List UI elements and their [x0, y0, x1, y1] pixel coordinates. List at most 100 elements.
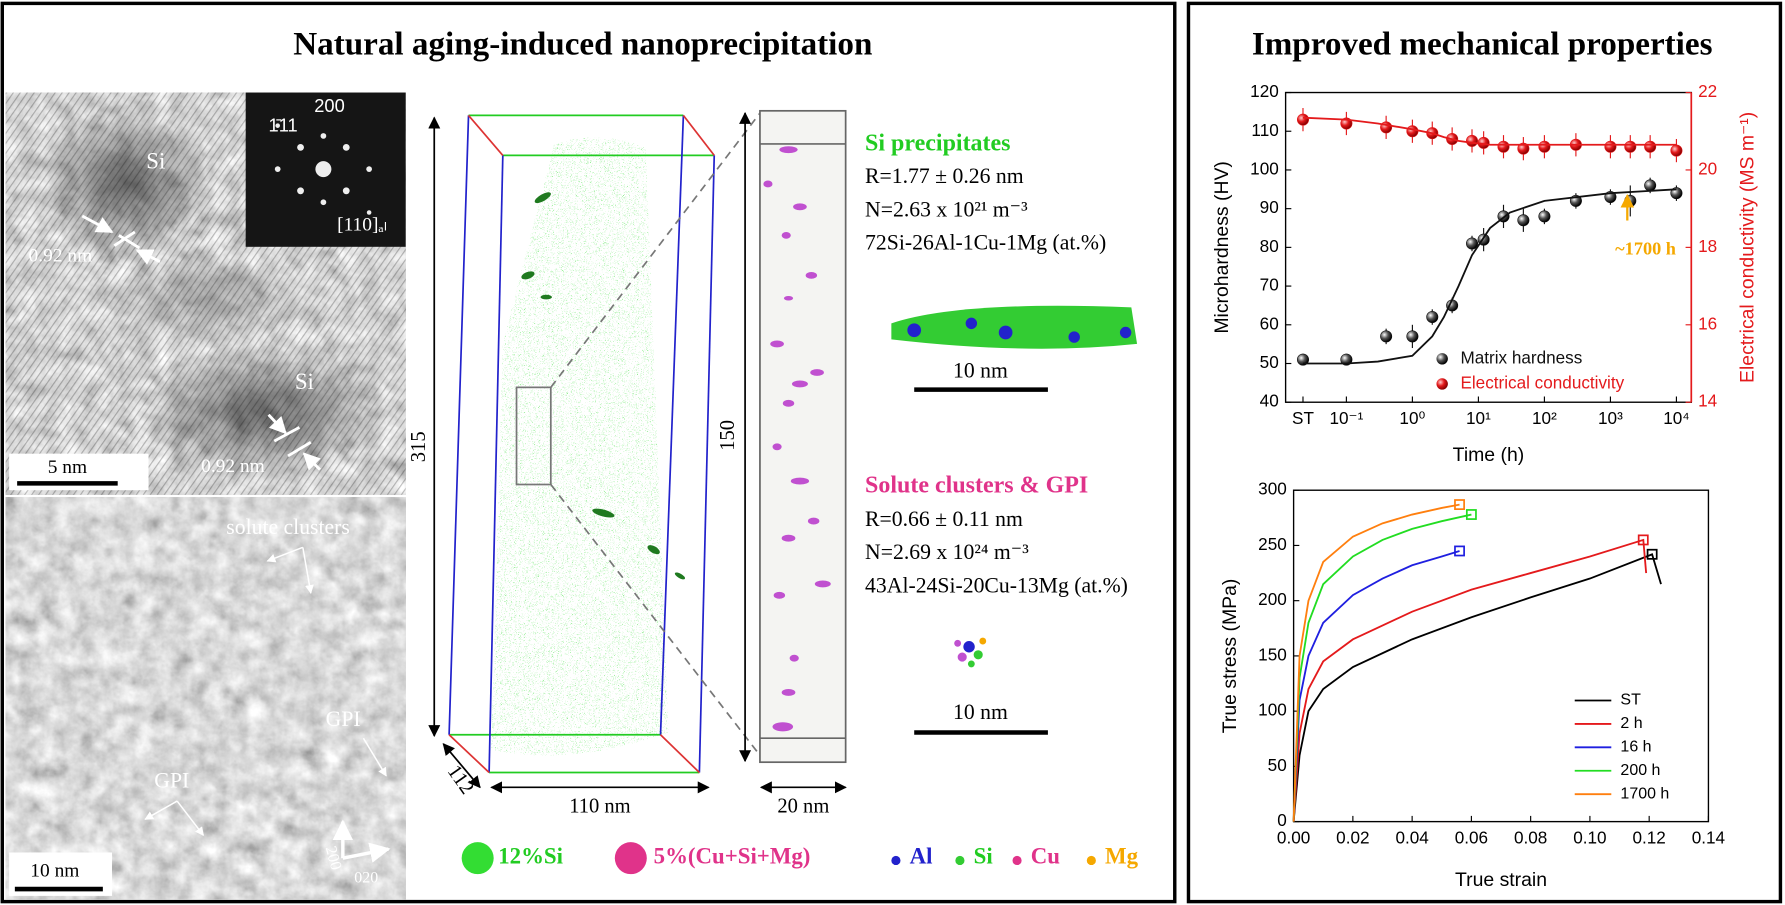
y-tick-label: 0	[1277, 810, 1287, 830]
stat: R=1.77 ± 0.26 nm	[865, 164, 1024, 188]
y-tick-label: 300	[1258, 479, 1287, 499]
legend-label: 2 h	[1620, 715, 1642, 732]
data-point	[1538, 210, 1551, 223]
data-point	[1604, 140, 1617, 153]
label: GPI	[154, 769, 189, 793]
dimension: 20 nm	[777, 796, 829, 818]
label: 200	[322, 844, 345, 872]
data-point	[1538, 140, 1551, 153]
apt-reconstruction	[428, 109, 1138, 875]
y2-axis-label: Electrical conductivity (MS m⁻¹)	[1737, 112, 1759, 383]
x-tick-label: 10⁰	[1399, 408, 1425, 428]
x-tick-label: 0.06	[1455, 827, 1488, 847]
y2-tick-label: 18	[1698, 236, 1717, 256]
x-tick-label: 0.02	[1336, 827, 1369, 847]
scale-label: 10 nm	[30, 860, 79, 881]
label: solute clusters	[226, 515, 350, 539]
x-tick-label: ST	[1292, 408, 1314, 428]
y-tick-label: 150	[1258, 644, 1287, 664]
panel-title: Natural aging-induced nanoprecipitation	[293, 25, 872, 62]
label: 1̄11	[269, 115, 298, 136]
legend-label: 1700 h	[1620, 785, 1669, 802]
legend-label: 12%Si	[498, 843, 563, 868]
data-point	[1644, 179, 1657, 192]
legend-label: 16 h	[1620, 739, 1651, 756]
haadf-image	[5, 497, 406, 900]
y-tick-label: 50	[1260, 352, 1279, 372]
x-tick-label: 10³	[1598, 408, 1623, 428]
right-frame	[1186, 1, 1783, 904]
x-tick-label: 10⁻¹	[1329, 408, 1363, 428]
y-tick-label: 110	[1251, 120, 1278, 140]
data-point	[1296, 113, 1309, 126]
y-tick-label: 200	[1258, 589, 1287, 609]
y-tick-label: 250	[1258, 534, 1287, 554]
fracture-marker	[1637, 534, 1649, 546]
y-tick-label: 70	[1260, 275, 1279, 295]
label: Si	[295, 369, 314, 394]
y-tick-label: 40	[1260, 391, 1279, 411]
heading: Solute clusters & GPI	[865, 472, 1088, 498]
scale-label: 5 nm	[48, 457, 87, 478]
series-line	[1292, 553, 1662, 822]
series-line	[1292, 513, 1472, 822]
data-point	[1426, 311, 1439, 324]
data-point	[1644, 140, 1657, 153]
data-point	[1497, 140, 1510, 153]
data-point	[1466, 237, 1479, 250]
label: [110]ₐₗ	[337, 215, 387, 236]
series-line	[1292, 503, 1460, 822]
x-axis-label: Time (h)	[1453, 444, 1525, 466]
label: GPI	[326, 707, 361, 731]
x-tick-label: 0.00	[1277, 827, 1310, 847]
legend-marker	[1436, 378, 1448, 390]
data-point	[1624, 140, 1637, 153]
fracture-marker	[1465, 509, 1477, 520]
legend-label: 200 h	[1620, 762, 1660, 779]
y2-tick-label: 20	[1698, 158, 1717, 178]
data-point	[1406, 330, 1419, 343]
legend-label: Al	[910, 843, 933, 868]
scale-label: 10 nm	[953, 700, 1008, 724]
hrtem-image	[5, 92, 406, 495]
panel-title: Improved mechanical properties	[1252, 25, 1713, 62]
data-point	[1466, 134, 1479, 147]
y2-tick-label: 14	[1698, 391, 1718, 411]
x-tick-label: 10¹	[1466, 408, 1491, 428]
y-tick-label: 90	[1260, 197, 1279, 217]
y-axis-label: True stress (MPa)	[1219, 579, 1241, 734]
y2-tick-label: 22	[1698, 81, 1717, 101]
x-axis-label: True strain	[1455, 869, 1547, 891]
data-point	[1296, 353, 1309, 366]
data-point	[1670, 144, 1683, 157]
fracture-marker	[1454, 545, 1465, 557]
x-tick-label: 10²	[1532, 408, 1557, 428]
x-tick-label: 0.04	[1395, 827, 1429, 847]
dimension: 150	[717, 420, 739, 451]
fracture-marker	[1646, 548, 1658, 560]
label: 020	[354, 869, 378, 886]
fracture-marker	[1454, 499, 1465, 511]
legend-label: ST	[1620, 692, 1641, 709]
label: 0.92 nm	[29, 246, 93, 267]
y-tick-label: 120	[1250, 81, 1279, 101]
scale-label: 10 nm	[953, 358, 1008, 382]
dimension: 112	[443, 761, 478, 798]
x-tick-label: 10⁴	[1663, 408, 1689, 428]
legend-label: 5%(Cu+Si+Mg)	[654, 843, 811, 868]
data-point	[1380, 330, 1393, 343]
y-tick-label: 80	[1260, 236, 1279, 256]
stat: N=2.69 x 10²⁴ m⁻³	[865, 540, 1029, 564]
dimension: 110 nm	[569, 796, 630, 818]
legend-label: Si	[974, 843, 994, 868]
x-tick-label: 0.08	[1514, 827, 1547, 847]
legend-label: Cu	[1031, 843, 1060, 868]
stat: 43Al-24Si-20Cu-13Mg (at.%)	[865, 573, 1128, 597]
label: 0.92 nm	[201, 456, 265, 477]
annotation: ~1700 h	[1615, 238, 1676, 258]
y2-tick-label: 16	[1698, 313, 1717, 333]
series-line	[1292, 538, 1648, 822]
x-tick-label: 0.12	[1633, 827, 1666, 847]
